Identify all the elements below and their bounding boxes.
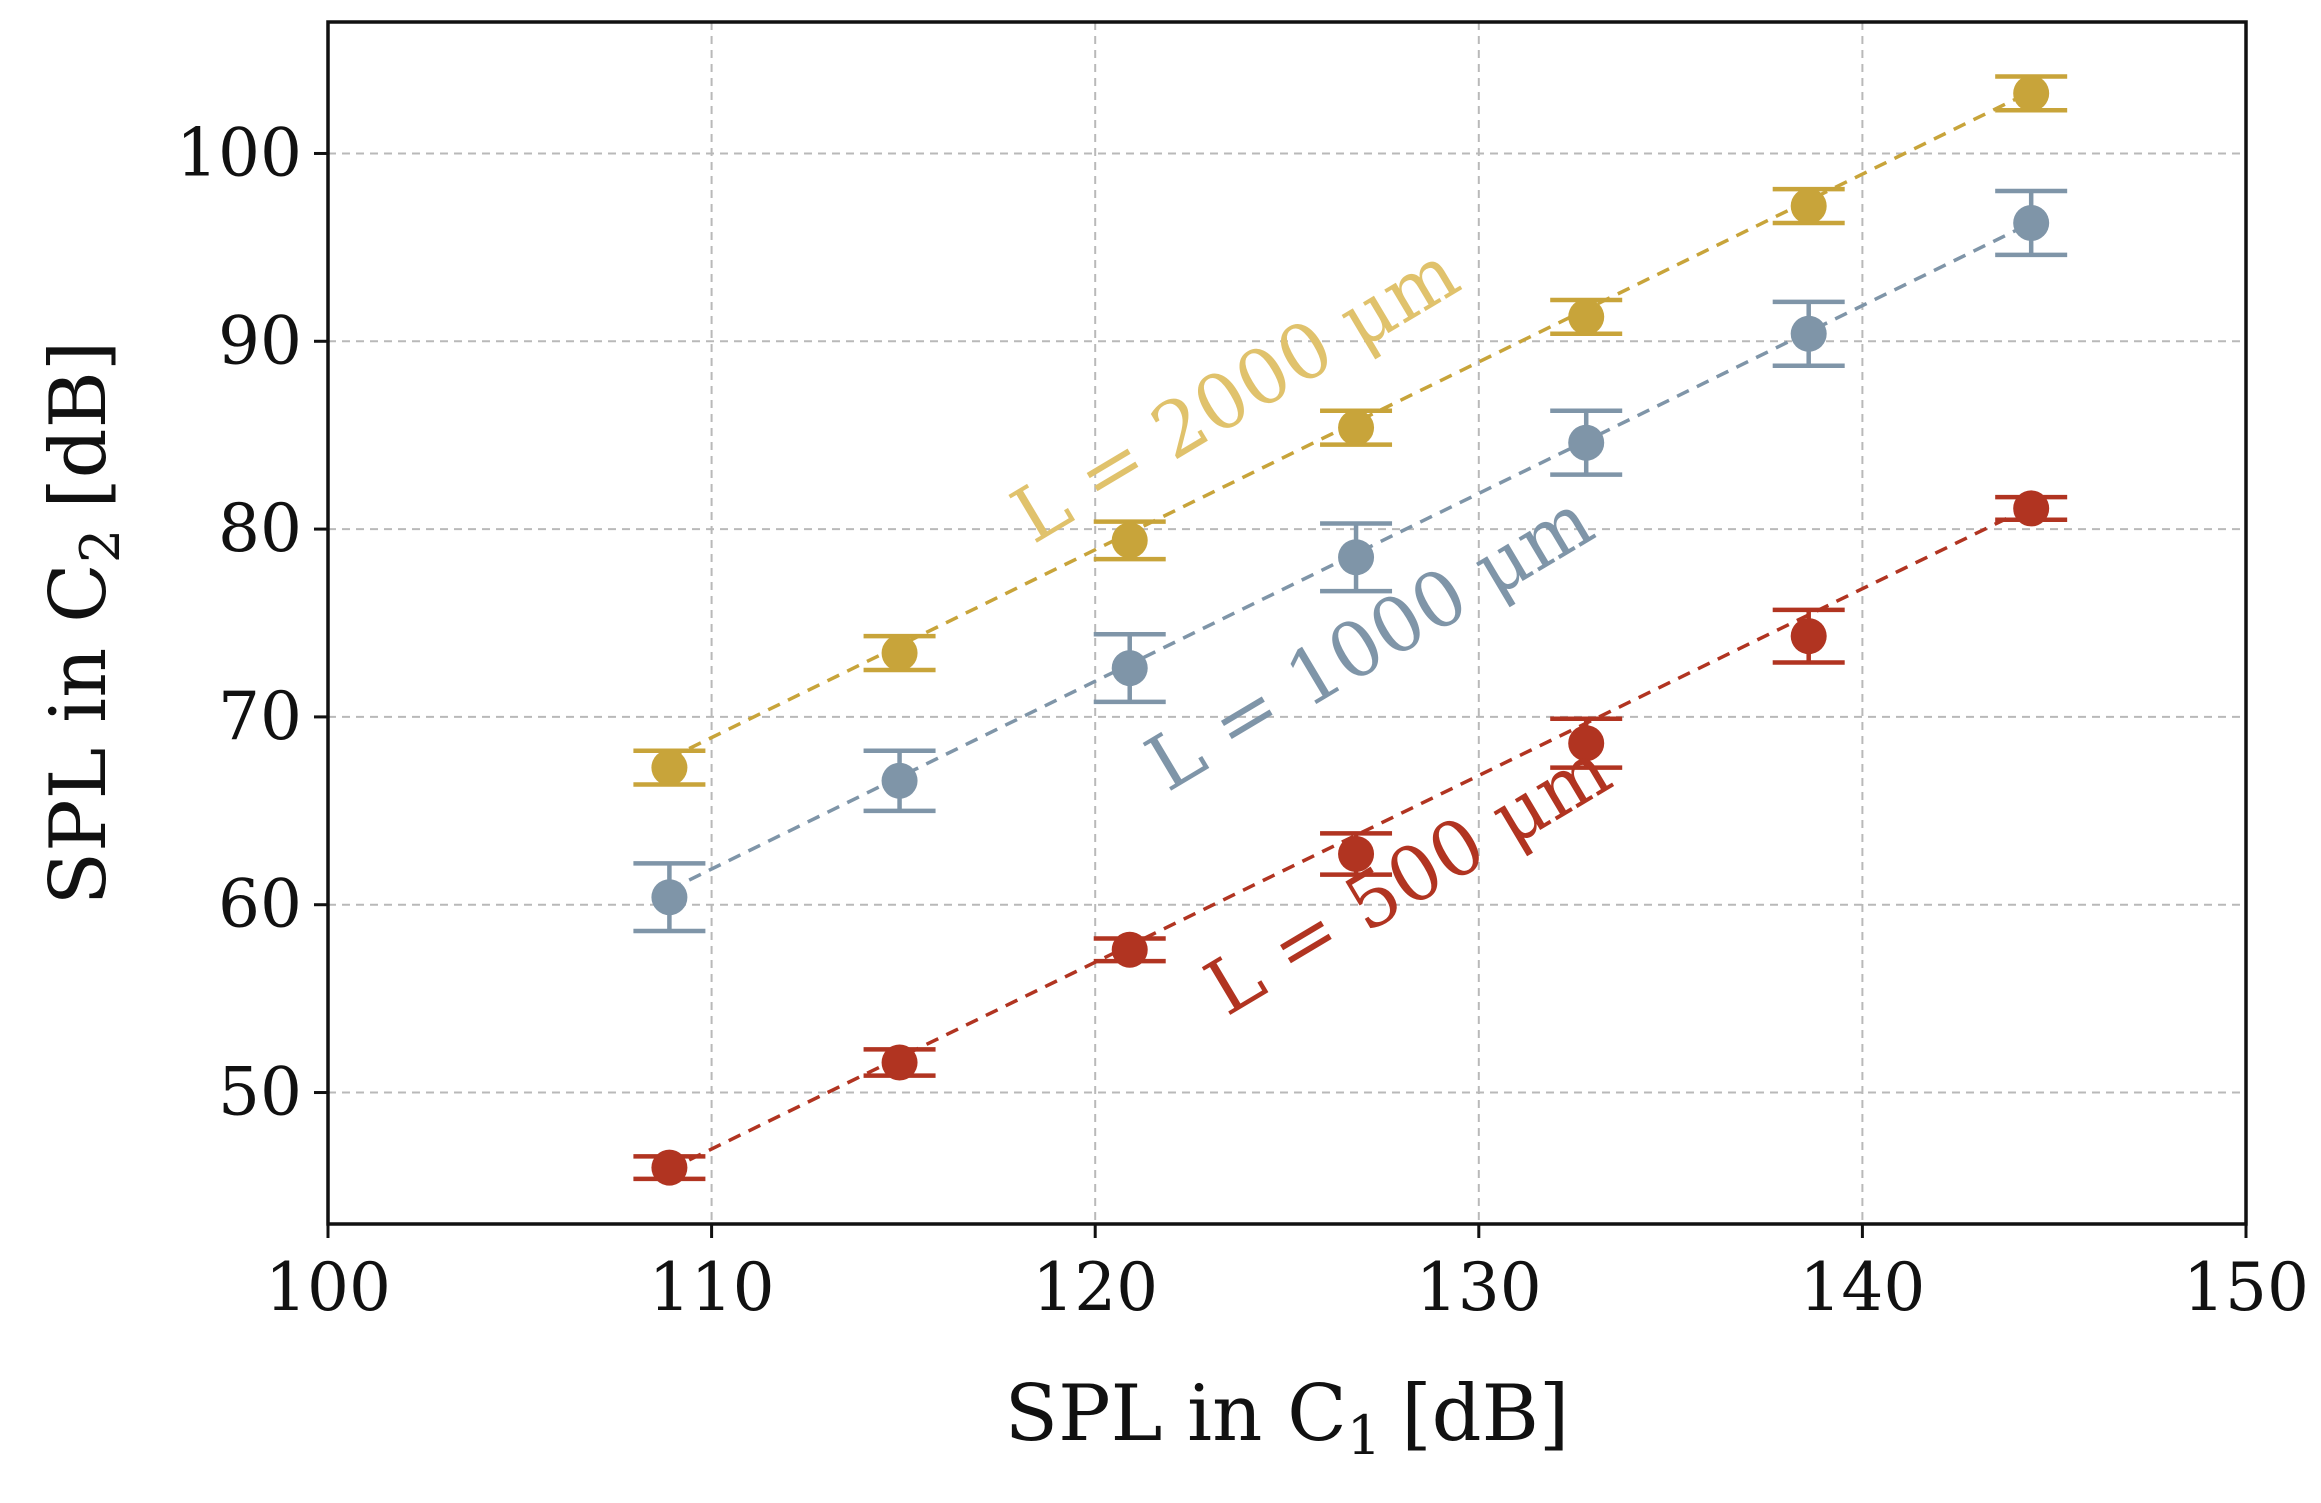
x-tick-label: 150	[2183, 1249, 2309, 1326]
data-points	[651, 75, 2050, 1186]
data-point	[1338, 836, 1375, 873]
x-axis-label-unit: [dB]	[1401, 1369, 1569, 1459]
data-point	[1568, 725, 1605, 762]
data-point	[881, 762, 918, 799]
data-point	[651, 879, 688, 916]
data-point	[1338, 409, 1375, 446]
data-point	[1790, 315, 1827, 352]
data-point	[2013, 75, 2050, 112]
data-point	[1111, 522, 1148, 559]
data-point	[1568, 298, 1605, 335]
x-axis-label: SPL in C1 [dB]	[1005, 1369, 1570, 1467]
y-tick-label: 80	[218, 490, 302, 567]
axis-ticks: 100 110 120 130 140 150 50 60 70 80 90 100	[176, 114, 2309, 1326]
x-tick-label: 120	[1032, 1249, 1158, 1326]
series-annotation-3: L = 500 μm	[1190, 724, 1625, 1032]
data-point	[1568, 424, 1605, 461]
y-axis-label-unit: [dB]	[34, 341, 124, 509]
data-point	[1338, 539, 1375, 576]
y-tick-label: 60	[218, 866, 302, 943]
x-tick-label: 100	[265, 1249, 391, 1326]
y-tick-label: 70	[218, 678, 302, 755]
series-annotations: L = 2000 μmL = 1000 μmL = 500 μm	[997, 227, 1625, 1032]
grid	[328, 22, 2246, 1224]
data-point	[651, 749, 688, 786]
data-point	[2013, 204, 2050, 241]
data-point	[1790, 618, 1827, 655]
plot-frame	[326, 20, 2248, 1226]
data-point	[651, 1149, 688, 1186]
data-point	[881, 635, 918, 672]
data-point	[881, 1044, 918, 1081]
series-annotation-1: L = 2000 μm	[997, 227, 1473, 560]
y-axis-label-text: SPL in C	[34, 563, 124, 905]
x-axis-label-subscript: 1	[1347, 1404, 1381, 1467]
y-tick-label: 50	[218, 1054, 302, 1131]
x-tick-label: 110	[649, 1249, 775, 1326]
data-point	[2013, 490, 2050, 527]
y-axis-label-subscript: 2	[69, 529, 132, 563]
y-tick-label: 100	[176, 114, 302, 191]
y-tick-label: 90	[218, 302, 302, 379]
data-point	[1790, 188, 1827, 225]
x-tick-label: 140	[1799, 1249, 1925, 1326]
x-tick-label: 130	[1416, 1249, 1542, 1326]
y-axis-label: SPL in C2 [dB]	[34, 341, 132, 906]
data-point	[1111, 931, 1148, 968]
x-axis-label-text: SPL in C	[1005, 1369, 1347, 1459]
data-point	[1111, 650, 1148, 687]
